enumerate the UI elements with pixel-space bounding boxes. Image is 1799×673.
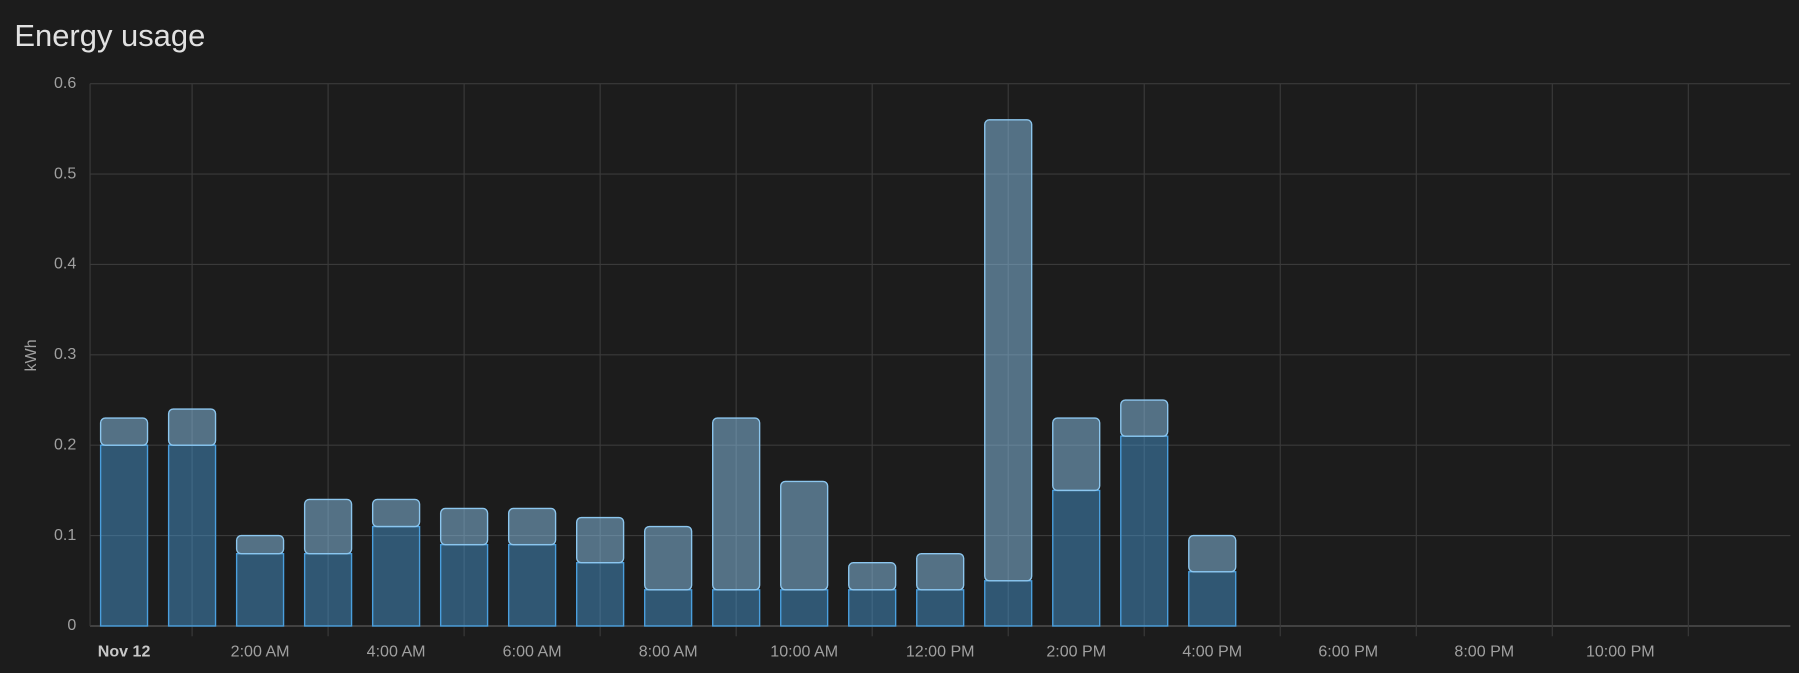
bar-segment [99, 417, 149, 446]
bar-segment [99, 444, 149, 627]
bar-segment [303, 552, 353, 627]
bar-segment [303, 498, 353, 555]
bar-segment [575, 516, 625, 564]
x-tick-label: 4:00 PM [1182, 643, 1242, 661]
bar-segment [167, 408, 217, 446]
y-tick-label: 0.1 [54, 526, 76, 544]
bar-segment [644, 525, 693, 591]
bar-segment [712, 417, 761, 591]
bar-segment [1120, 435, 1169, 627]
x-tick-label: 8:00 AM [639, 643, 698, 661]
x-tick-label: 6:00 AM [503, 643, 562, 661]
chart-title: Energy usage [14, 18, 205, 53]
bar-segment [1120, 399, 1169, 437]
y-tick-label: 0.2 [54, 435, 76, 453]
bar-segment [371, 525, 421, 627]
bar-segment [848, 589, 897, 627]
bar-segment [507, 507, 557, 546]
x-tick-label: 10:00 PM [1586, 643, 1655, 661]
x-tick-label: 6:00 PM [1318, 643, 1378, 661]
y-axis-label: kWh [22, 339, 40, 371]
bar-segment [1052, 417, 1101, 492]
bar-segment [235, 552, 285, 627]
bar-segment [984, 580, 1033, 627]
bar-segment [1188, 571, 1237, 627]
bar-segment [916, 552, 965, 591]
bar-segment [780, 480, 829, 591]
x-tick-label: 12:00 PM [906, 643, 975, 661]
y-tick-label: 0 [67, 616, 76, 634]
y-tick-label: 0.6 [54, 74, 76, 92]
x-tick-label: Nov 12 [98, 643, 151, 661]
y-tick-label: 0.3 [54, 345, 76, 363]
bar-segment [780, 589, 829, 627]
x-tick-label: 2:00 PM [1046, 643, 1106, 661]
y-tick-label: 0.4 [54, 255, 76, 273]
bar-segment [916, 589, 965, 627]
bar-segment [507, 543, 557, 627]
bar-segment [1188, 534, 1237, 573]
bar-segment [371, 498, 421, 528]
bar-segment [439, 507, 489, 546]
bar-segment [575, 562, 625, 627]
bar-segment [439, 543, 489, 627]
x-tick-label: 2:00 AM [231, 643, 290, 661]
x-tick-label: 8:00 PM [1454, 643, 1514, 661]
bar-segment [644, 589, 693, 627]
bar-segment [984, 119, 1033, 582]
x-tick-label: 10:00 AM [770, 643, 838, 661]
bar-segment [235, 534, 285, 555]
y-tick-label: 0.5 [54, 164, 76, 182]
x-tick-label: 4:00 AM [367, 643, 426, 661]
bar-segment [1052, 489, 1101, 627]
bar-segment [848, 562, 897, 591]
bar-segment [167, 444, 217, 627]
bar-segment [712, 589, 761, 627]
